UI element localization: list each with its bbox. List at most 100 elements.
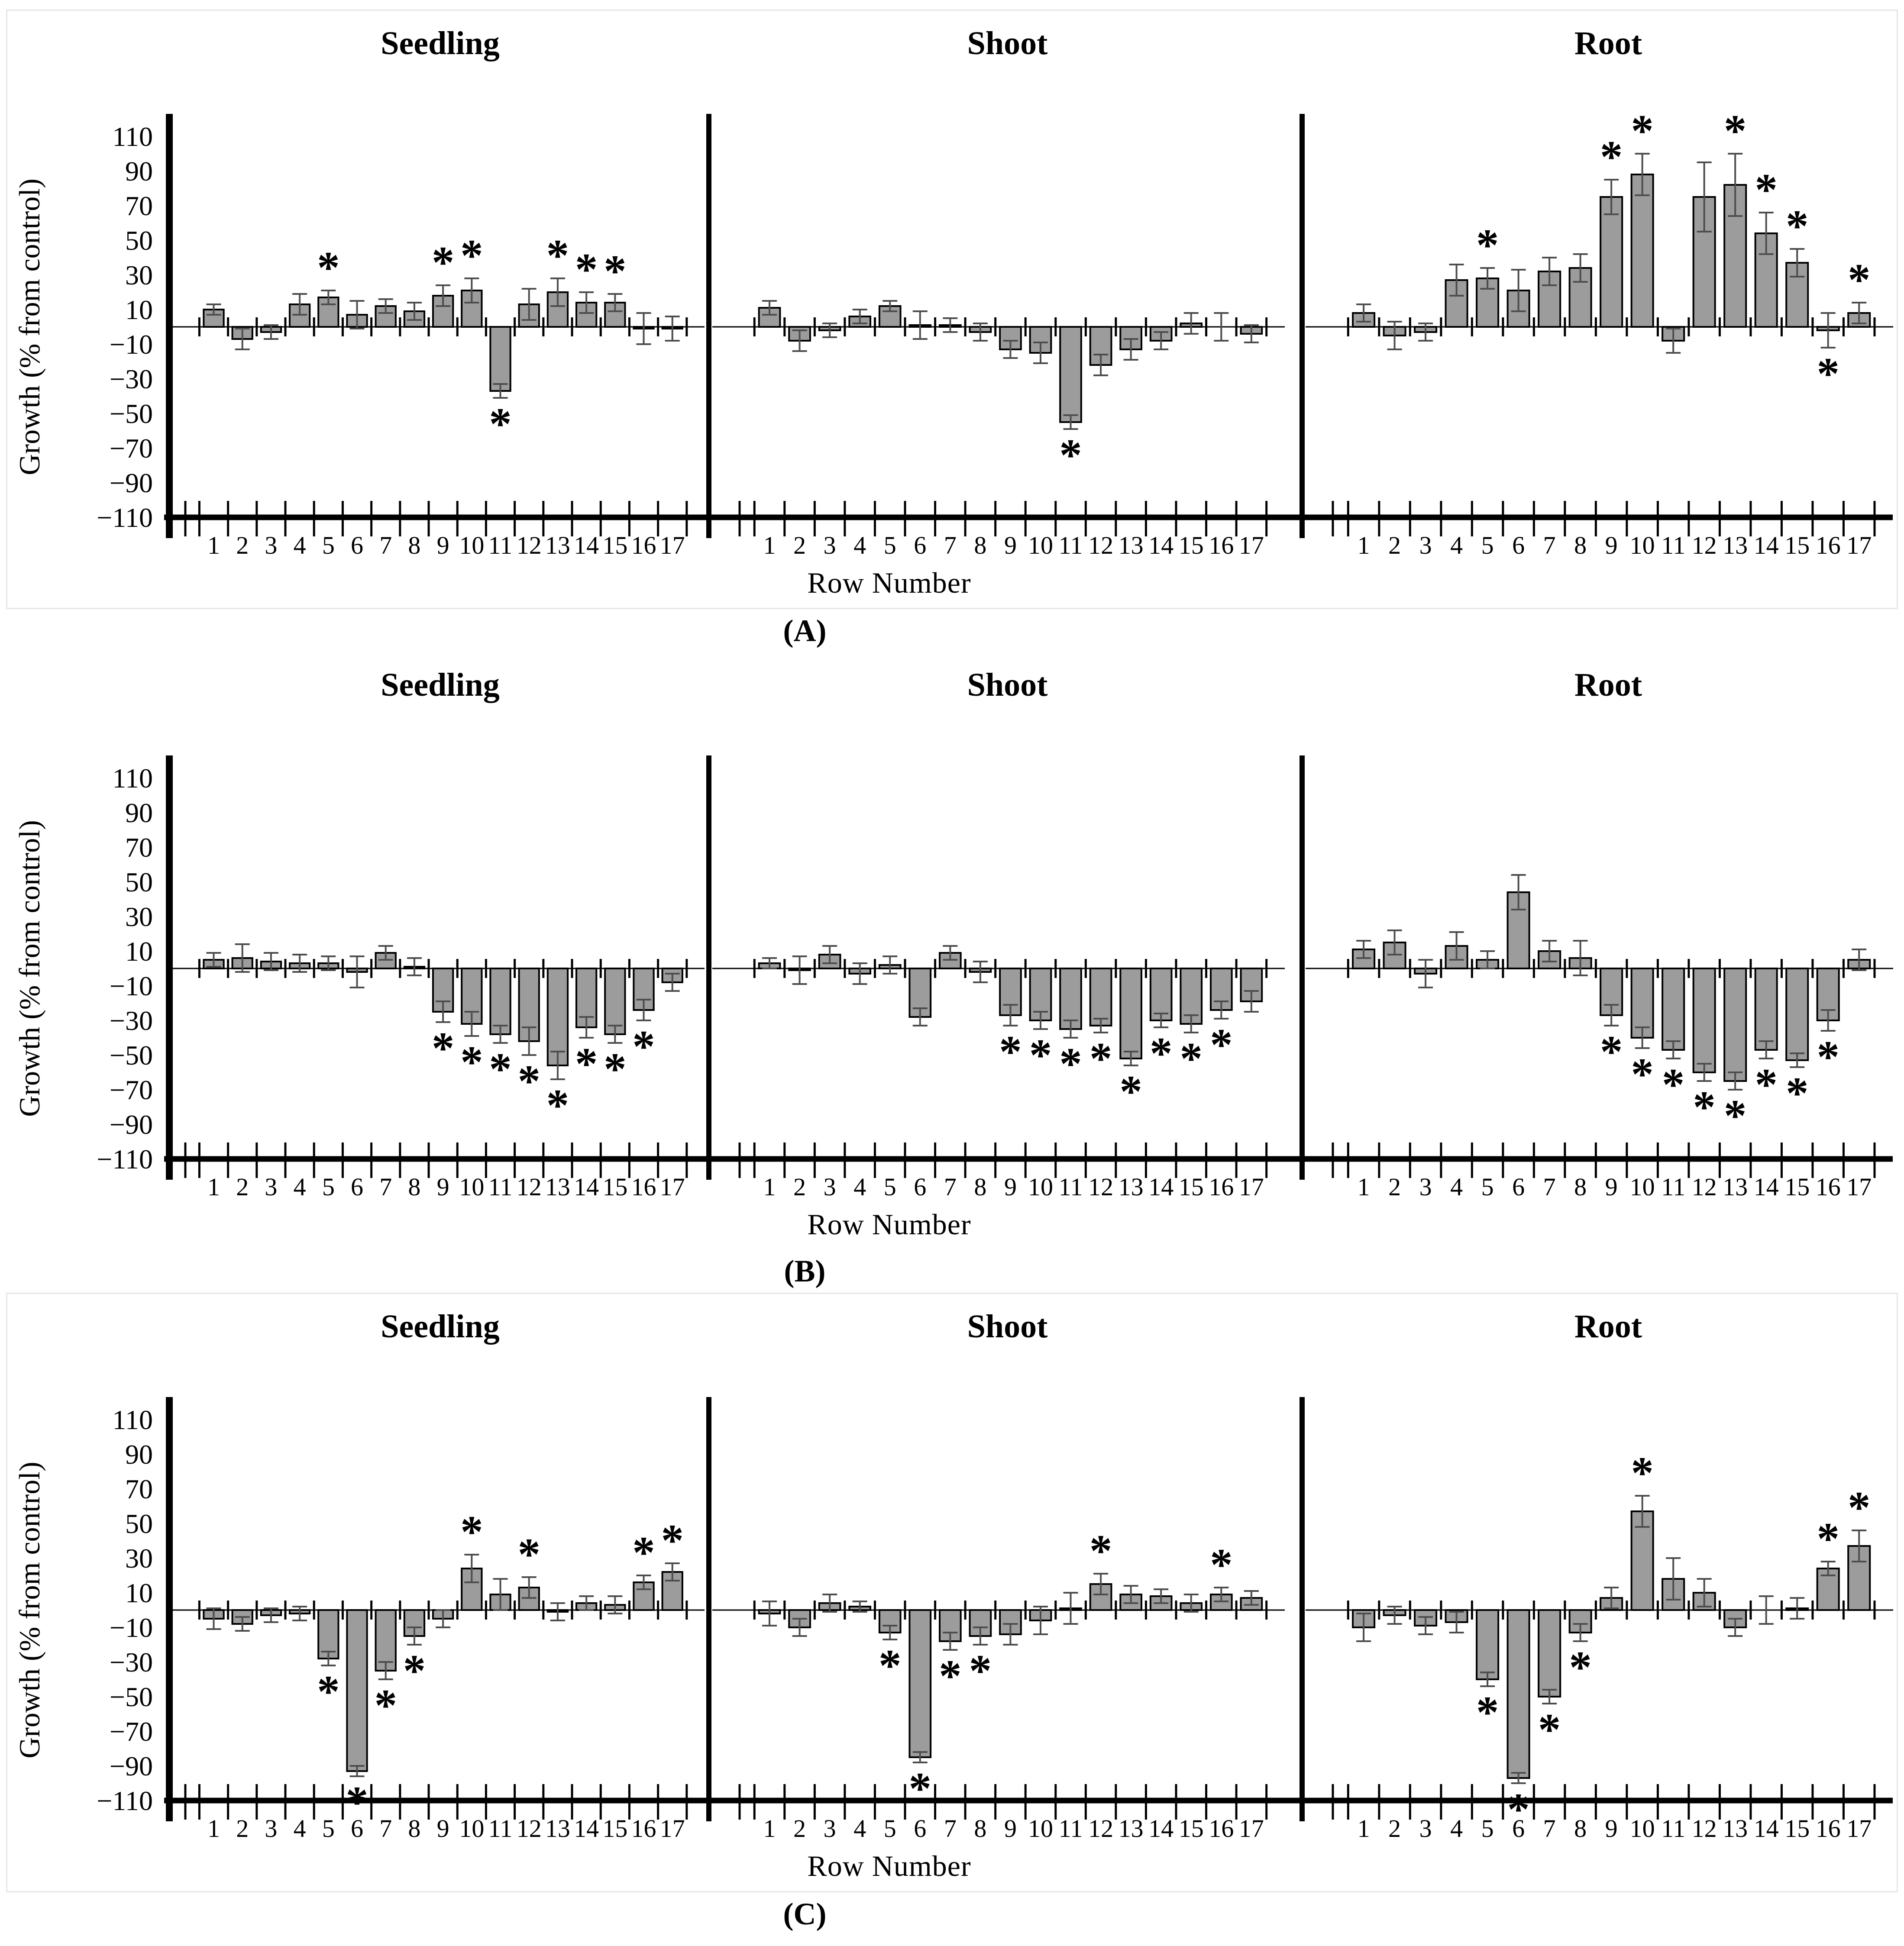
- svg-text:15: 15: [602, 1173, 627, 1201]
- svg-text:15: 15: [1784, 1814, 1810, 1843]
- svg-text:*: *: [1149, 1028, 1172, 1078]
- svg-text:*: *: [1785, 1068, 1808, 1118]
- svg-text:8: 8: [974, 531, 986, 559]
- svg-text:11: 11: [1661, 1814, 1685, 1843]
- svg-text:4: 4: [293, 1814, 306, 1843]
- svg-text:−10: −10: [109, 329, 152, 360]
- svg-text:Shoot: Shoot: [967, 1308, 1047, 1345]
- svg-text:−30: −30: [109, 1647, 152, 1678]
- svg-text:10: 10: [125, 294, 153, 325]
- svg-text:9: 9: [1605, 1173, 1617, 1201]
- svg-text:*: *: [1600, 131, 1623, 182]
- svg-text:−70: −70: [109, 433, 152, 464]
- x-axis-label: Row Number: [807, 566, 971, 599]
- svg-text:11: 11: [488, 1814, 512, 1843]
- svg-text:17: 17: [1238, 531, 1264, 559]
- svg-text:*: *: [517, 1055, 540, 1106]
- svg-text:30: 30: [125, 901, 153, 932]
- svg-text:8: 8: [1574, 531, 1587, 559]
- svg-text:*: *: [460, 1506, 483, 1557]
- svg-text:*: *: [517, 1529, 540, 1579]
- svg-text:2: 2: [793, 1814, 806, 1843]
- svg-text:16: 16: [631, 531, 656, 559]
- svg-text:110: 110: [112, 763, 153, 794]
- svg-text:14: 14: [1753, 1814, 1778, 1843]
- svg-text:*: *: [489, 1043, 512, 1094]
- svg-text:90: 90: [125, 156, 153, 187]
- svg-text:16: 16: [1815, 1173, 1840, 1201]
- svg-text:10: 10: [459, 1173, 484, 1201]
- svg-text:5: 5: [883, 1814, 896, 1843]
- svg-text:17: 17: [1238, 1173, 1264, 1201]
- svg-text:6: 6: [914, 1173, 926, 1201]
- svg-text:*: *: [969, 1645, 992, 1696]
- svg-text:8: 8: [408, 531, 420, 559]
- svg-text:50: 50: [125, 867, 153, 897]
- svg-text:8: 8: [408, 1814, 420, 1843]
- svg-text:5: 5: [1481, 531, 1493, 559]
- svg-text:*: *: [999, 1026, 1022, 1077]
- svg-text:17: 17: [659, 1173, 685, 1201]
- svg-text:*: *: [1723, 1090, 1746, 1141]
- svg-text:*: *: [346, 1777, 369, 1827]
- svg-text:*: *: [661, 1515, 684, 1565]
- svg-text:11: 11: [1058, 1173, 1083, 1201]
- svg-text:3: 3: [823, 531, 836, 559]
- svg-text:3: 3: [823, 1814, 836, 1843]
- svg-text:17: 17: [659, 1814, 685, 1843]
- svg-text:12: 12: [1691, 1173, 1717, 1201]
- svg-text:50: 50: [125, 225, 153, 256]
- svg-text:5: 5: [883, 1173, 896, 1201]
- svg-text:17: 17: [659, 531, 685, 559]
- svg-text:90: 90: [125, 797, 153, 828]
- x-axis-label: Row Number: [807, 1208, 971, 1241]
- svg-text:*: *: [1059, 429, 1082, 480]
- svg-text:*: *: [604, 245, 627, 296]
- svg-text:−30: −30: [109, 1005, 152, 1036]
- svg-text:4: 4: [1450, 1173, 1463, 1201]
- svg-text:*: *: [1785, 200, 1808, 251]
- svg-text:13: 13: [1723, 1173, 1748, 1201]
- svg-text:11: 11: [1058, 531, 1083, 559]
- svg-text:*: *: [1817, 1031, 1839, 1082]
- svg-text:110: 110: [112, 1404, 153, 1435]
- svg-text:−50: −50: [109, 398, 152, 429]
- svg-text:10: 10: [125, 936, 153, 967]
- svg-text:15: 15: [1784, 1173, 1810, 1201]
- svg-text:16: 16: [631, 1173, 656, 1201]
- panel-a-label: (A): [783, 613, 827, 648]
- svg-text:*: *: [1723, 105, 1746, 156]
- svg-text:13: 13: [1118, 1814, 1143, 1843]
- svg-text:*: *: [1817, 1513, 1839, 1564]
- svg-text:*: *: [1631, 1049, 1654, 1099]
- svg-text:12: 12: [516, 1173, 541, 1201]
- svg-text:17: 17: [1846, 531, 1872, 559]
- svg-text:13: 13: [1118, 1173, 1143, 1201]
- svg-text:6: 6: [914, 1814, 926, 1843]
- panel-b: Growth (% from control) 110 90 70 50 30 10 −10−…: [7, 652, 1897, 1249]
- svg-text:6: 6: [351, 531, 363, 559]
- svg-text:13: 13: [545, 1814, 570, 1843]
- svg-text:11: 11: [488, 1173, 512, 1201]
- svg-text:4: 4: [1450, 1814, 1463, 1843]
- svg-text:12: 12: [1088, 531, 1113, 559]
- svg-text:15: 15: [602, 531, 627, 559]
- svg-text:5: 5: [883, 531, 896, 559]
- panel-b-chart: Growth (% from control)1109070503010−10−…: [13, 667, 1893, 1201]
- svg-text:*: *: [460, 230, 483, 281]
- svg-text:3: 3: [265, 1814, 277, 1843]
- svg-text:*: *: [1847, 1482, 1870, 1533]
- svg-text:9: 9: [436, 531, 449, 559]
- svg-text:2: 2: [236, 1173, 249, 1201]
- svg-text:4: 4: [293, 531, 306, 559]
- svg-text:9: 9: [1004, 1173, 1016, 1201]
- svg-text:*: *: [1600, 1026, 1623, 1077]
- svg-text:*: *: [1847, 254, 1870, 305]
- svg-text:14: 14: [574, 531, 599, 559]
- svg-text:4: 4: [853, 531, 866, 559]
- svg-text:*: *: [1476, 219, 1499, 270]
- svg-text:2: 2: [793, 1173, 806, 1201]
- svg-text:7: 7: [944, 531, 956, 559]
- svg-text:4: 4: [853, 1173, 866, 1201]
- svg-text:9: 9: [1605, 531, 1617, 559]
